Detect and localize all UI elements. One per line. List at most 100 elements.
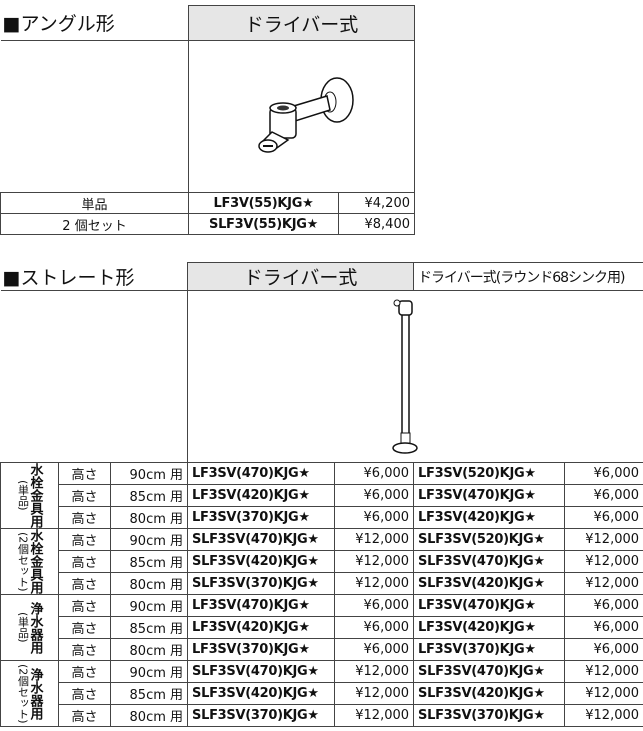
model-number: LF3V(55)KJG★ — [188, 192, 339, 214]
angle-table: ■アングル形 ドライバー式 単品 LF3V(55)KJG★ ¥4,200 2 個セット… — [0, 5, 415, 235]
model-number: LF3SV(420)KJG★ — [187, 616, 336, 639]
model-number: LF3SV(470)KJG★ — [187, 462, 336, 485]
table-row: 高さ 85cm 用 SLF3SV(420)KJG★ ¥12,000 SLF3SV(470… — [1, 550, 643, 573]
height-value: 85cm 用 — [109, 616, 189, 639]
group-label-wrap: (単品) 水栓金具用 — [2, 463, 58, 528]
group-label-sub: (2個セット) — [16, 663, 30, 724]
price: ¥12,000 — [564, 572, 643, 595]
price: ¥12,000 — [334, 528, 415, 551]
price: ¥12,000 — [334, 572, 415, 595]
model-number: LF3SV(470)KJG★ — [413, 594, 566, 617]
price: ¥12,000 — [564, 528, 643, 551]
height-value: 90cm 用 — [109, 462, 189, 485]
column-header: ドライバー式 — [187, 262, 415, 291]
row-label: 単品 — [0, 192, 189, 214]
model-number: LF3SV(370)KJG★ — [413, 638, 566, 661]
price: ¥12,000 — [564, 660, 643, 683]
row-label: 2 個セット — [0, 213, 189, 235]
height-word: 高さ — [58, 682, 111, 705]
price: ¥8,400 — [338, 213, 415, 235]
price: ¥6,000 — [334, 638, 415, 661]
height-value: 90cm 用 — [109, 594, 189, 617]
height-value: 90cm 用 — [109, 660, 189, 683]
model-number: LF3SV(470)KJG★ — [413, 484, 566, 507]
height-word: 高さ — [58, 550, 111, 573]
model-number: SLF3SV(470)KJG★ — [413, 550, 566, 573]
model-number: SLF3SV(420)KJG★ — [187, 550, 336, 573]
height-word: 高さ — [58, 484, 111, 507]
height-word: 高さ — [58, 462, 111, 485]
height-word: 高さ — [58, 506, 111, 529]
group-label-wrap: (単品) 浄水器用 — [2, 601, 58, 654]
group-label-main: 浄水器用 — [27, 601, 43, 654]
model-number: SLF3SV(520)KJG★ — [413, 528, 566, 551]
model-number: SLF3V(55)KJG★ — [188, 213, 339, 235]
height-word: 高さ — [58, 616, 111, 639]
price: ¥12,000 — [564, 550, 643, 573]
price: ¥6,000 — [564, 638, 643, 661]
height-value: 80cm 用 — [109, 638, 189, 661]
group-label-main: 水栓金具用 — [27, 463, 43, 528]
group-label: (2個セット) 浄水器用 — [0, 660, 59, 727]
model-number: SLF3SV(420)KJG★ — [187, 682, 336, 705]
model-number: SLF3SV(470)KJG★ — [413, 660, 566, 683]
group-label-sub: (単品) — [16, 480, 30, 511]
height-value: 85cm 用 — [109, 682, 189, 705]
height-word: 高さ — [58, 638, 111, 661]
height-value: 90cm 用 — [109, 528, 189, 551]
model-number: LF3SV(370)KJG★ — [187, 638, 336, 661]
height-word: 高さ — [58, 594, 111, 617]
height-value: 85cm 用 — [109, 550, 189, 573]
height-word: 高さ — [58, 572, 111, 595]
price: ¥6,000 — [564, 594, 643, 617]
price: ¥4,200 — [338, 192, 415, 214]
model-number: SLF3SV(470)KJG★ — [187, 660, 336, 683]
price: ¥12,000 — [334, 550, 415, 573]
group-label-main: 浄水器用 — [27, 667, 43, 720]
group-label-wrap: (2個セット) 水栓金具用 — [2, 530, 58, 594]
angle-valve-illustration — [257, 76, 354, 153]
group-label-sub: (単品) — [16, 612, 30, 643]
model-number: LF3SV(470)KJG★ — [187, 594, 336, 617]
model-number: SLF3SV(420)KJG★ — [413, 682, 566, 705]
table-row: 高さ 80cm 用 SLF3SV(370)KJG★ ¥12,000 SLF3SV(420… — [1, 572, 643, 595]
model-number: SLF3SV(370)KJG★ — [187, 704, 336, 727]
price: ¥12,000 — [334, 704, 415, 727]
price: ¥6,000 — [334, 506, 415, 529]
height-value: 80cm 用 — [109, 506, 189, 529]
table-row: 高さ 85cm 用 LF3SV(420)KJG★ ¥6,000 LF3SV(470)KJ… — [1, 484, 643, 507]
model-number: LF3SV(520)KJG★ — [413, 462, 566, 485]
height-value: 80cm 用 — [109, 572, 189, 595]
model-number: SLF3SV(370)KJG★ — [187, 572, 336, 595]
price: ¥6,000 — [564, 506, 643, 529]
straight-valve-illustration — [392, 299, 418, 454]
group-label: (2個セット) 水栓金具用 — [0, 528, 59, 595]
section-title: ■ストレート形 — [0, 262, 189, 291]
price: ¥6,000 — [564, 484, 643, 507]
height-word: 高さ — [58, 704, 111, 727]
table-row: 高さ 80cm 用 SLF3SV(370)KJG★ ¥12,000 SLF3SV(370… — [1, 704, 643, 727]
price: ¥12,000 — [334, 682, 415, 705]
table-row: 高さ 85cm 用 LF3SV(420)KJG★ ¥6,000 LF3SV(420)KJ… — [1, 616, 643, 639]
model-number: SLF3SV(420)KJG★ — [413, 572, 566, 595]
product-image — [187, 290, 643, 463]
group-label: (単品) 浄水器用 — [0, 594, 59, 661]
model-number: LF3SV(420)KJG★ — [413, 506, 566, 529]
price: ¥12,000 — [564, 704, 643, 727]
price: ¥6,000 — [334, 484, 415, 507]
table-row: 2 個セット SLF3V(55)KJG★ ¥8,400 — [0, 213, 415, 235]
table-row: (単品) 水栓金具用 高さ 90cm 用 LF3SV(470)KJG★ ¥6,000 LF3… — [0, 462, 643, 529]
price: ¥6,000 — [334, 462, 415, 485]
model-number: SLF3SV(370)KJG★ — [413, 704, 566, 727]
price: ¥6,000 — [564, 616, 643, 639]
price: ¥6,000 — [334, 594, 415, 617]
table-row: 高さ 80cm 用 LF3SV(370)KJG★ ¥6,000 LF3SV(370)KJ… — [1, 638, 643, 661]
column-header: ドライバー式 — [188, 5, 415, 41]
height-value: 80cm 用 — [109, 704, 189, 727]
product-image — [188, 40, 415, 193]
model-number: LF3SV(370)KJG★ — [187, 506, 336, 529]
group-label-sub: (2個セット) — [16, 531, 30, 592]
table-row: 高さ 80cm 用 LF3SV(370)KJG★ ¥6,000 LF3SV(420)KJ… — [1, 506, 643, 529]
price: ¥12,000 — [564, 682, 643, 705]
